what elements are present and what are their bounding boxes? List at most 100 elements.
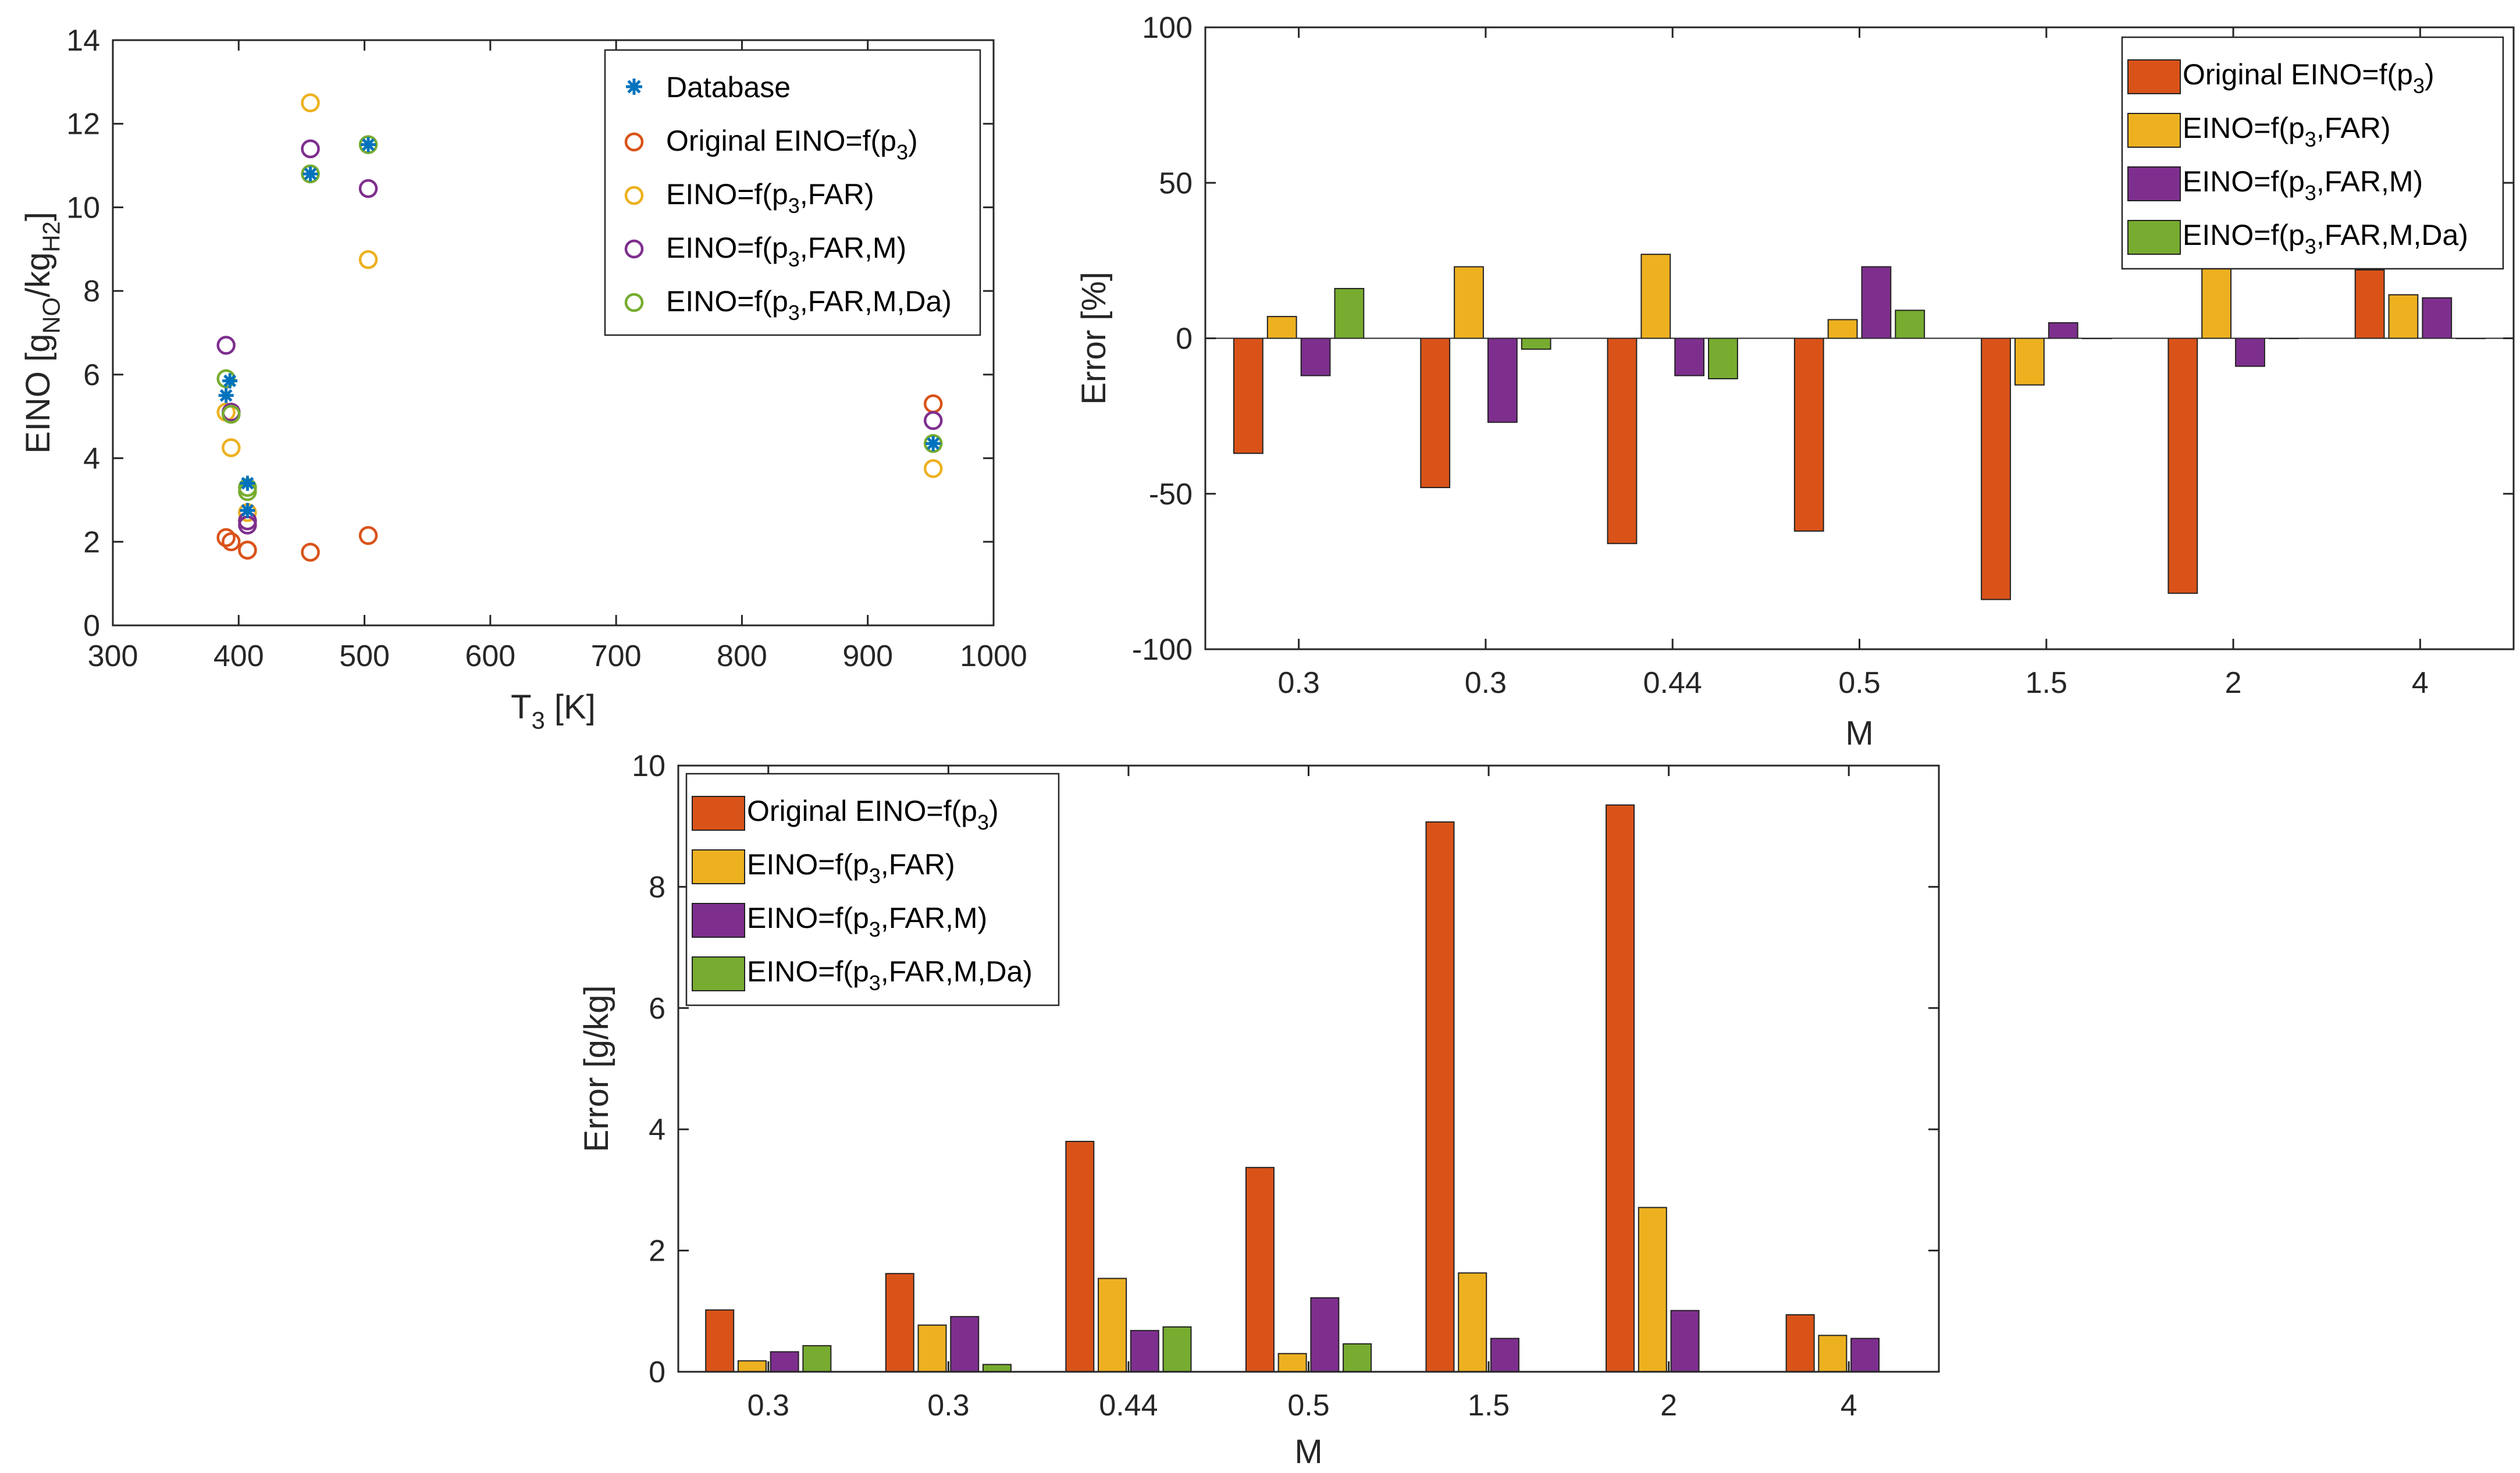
data-point-circle	[216, 528, 236, 547]
bar	[2235, 337, 2265, 367]
y-tick-label: 2	[649, 1234, 665, 1268]
data-point-circle	[301, 164, 320, 184]
x-tick-label: 1000	[960, 639, 1027, 673]
y-tick-label: -100	[1132, 633, 1193, 667]
bar	[1310, 1297, 1340, 1372]
y-tick-label: 8	[83, 275, 100, 308]
legend-item: EINO=f(p3,FAR)	[2127, 112, 2391, 151]
y-tick-label: 0	[1176, 322, 1193, 356]
y-tick-label: 2	[83, 525, 100, 559]
bar	[1607, 337, 1638, 545]
y-axis-label: Error [%]	[1075, 272, 1113, 405]
data-point-asterisk	[302, 166, 318, 182]
data-point-circle	[222, 532, 241, 552]
bar	[950, 1316, 980, 1372]
data-point-asterisk	[626, 79, 642, 95]
data-point-circle	[358, 250, 378, 269]
y-tick-label: 12	[66, 108, 100, 141]
data-point-circle	[222, 438, 241, 457]
x-tick-label: 0.3	[1465, 666, 1507, 700]
bar	[1425, 821, 1455, 1372]
legend-box	[685, 773, 1060, 1006]
bar	[802, 1345, 832, 1373]
legend-label: EINO=f(p3,FAR)	[747, 848, 955, 888]
y-axis-label: Error [g/kg]	[578, 985, 615, 1152]
bar	[1785, 1314, 1815, 1372]
bar	[917, 1324, 947, 1373]
legend-label: EINO=f(p3,FAR)	[666, 178, 874, 218]
x-tick-label: 400	[213, 639, 264, 673]
bar	[1674, 337, 1705, 376]
bar	[1130, 1330, 1159, 1373]
legend-item: EINO=f(p3,FAR)	[624, 178, 874, 218]
bar	[2388, 294, 2419, 339]
bar	[1098, 1278, 1127, 1372]
legend-item: EINO=f(p3,FAR,M)	[624, 232, 906, 271]
legend-swatch	[2127, 220, 2181, 255]
bar	[1606, 804, 1635, 1372]
y-axis-label: EINO [gNO/kgH2]	[19, 212, 65, 454]
bar	[1343, 1343, 1372, 1373]
legend-label: EINO=f(p3,FAR,M,Da)	[747, 955, 1033, 995]
bar	[885, 1273, 914, 1373]
bar	[1487, 337, 1518, 423]
axes-box	[112, 39, 995, 627]
legend-item: Database	[626, 71, 791, 104]
data-point-circle	[923, 434, 943, 453]
x-tick-label: 0.5	[1838, 666, 1880, 700]
legend-item: EINO=f(p3,FAR,M,Da)	[692, 955, 1033, 995]
data-point-circle	[238, 540, 257, 560]
bar	[1640, 254, 1671, 339]
legend-marker	[624, 239, 644, 259]
legend-label: EINO=f(p3,FAR,M)	[747, 902, 987, 941]
bar-chart-error-percent: -100 -50 0 50 100 0.3 0.3 0.44 0.5 1.5 2 4 M Error [%…	[1075, 11, 2515, 752]
bar	[1277, 1353, 1307, 1372]
scatter-chart-eino-vs-t3: 300 400 500 600 700 800 900 1000 0 2 4 6 8 10 12 14 T3 […	[19, 24, 1027, 734]
x-tick-label: 0.3	[1277, 666, 1319, 700]
bar	[1266, 316, 1297, 339]
legend-item: EINO=f(p3,FAR,M,Da)	[2127, 219, 2468, 258]
legend-marker	[624, 293, 644, 312]
bar	[2354, 269, 2385, 339]
legend-item: EINO=f(p3,FAR,M,Da)	[624, 285, 952, 325]
y-tick-label: -50	[1149, 478, 1193, 511]
legend-item: Original EINO=f(p3)	[2127, 58, 2434, 98]
bar	[1420, 337, 1451, 489]
bar	[1233, 337, 1263, 454]
legend-swatch	[692, 903, 745, 938]
x-tick-label: 900	[842, 639, 893, 673]
data-point-circle	[923, 394, 943, 414]
bar	[1162, 1326, 1192, 1373]
y-tick-label: 8	[649, 870, 665, 904]
bar	[770, 1351, 799, 1373]
bar	[1245, 1166, 1275, 1372]
bar	[2048, 322, 2078, 339]
bar	[982, 1364, 1012, 1373]
y-tick-label: 50	[1159, 166, 1193, 200]
x-tick-label: 0.44	[1643, 666, 1702, 700]
legend-swatch	[692, 849, 745, 884]
bar	[1827, 319, 1858, 339]
x-tick-label: 0.3	[927, 1389, 969, 1422]
bar	[1895, 309, 1925, 339]
legend-swatch	[2127, 166, 2181, 201]
bar	[1708, 337, 1738, 379]
legend-swatch	[692, 796, 745, 831]
y-tick-label: 4	[649, 1113, 665, 1147]
bar	[1458, 1272, 1487, 1373]
y-tick-label: 0	[649, 1355, 665, 1389]
x-tick-label: 0.3	[748, 1389, 789, 1422]
bar	[1454, 266, 1484, 339]
bar	[1818, 1335, 1848, 1372]
bar	[1490, 1337, 1519, 1372]
legend-label: EINO=f(p3,FAR,M,Da)	[666, 285, 952, 325]
bar	[1300, 337, 1331, 376]
bar	[737, 1360, 767, 1372]
x-tick-label: 500	[339, 639, 390, 673]
x-axis-label: M	[1294, 1433, 1322, 1471]
legend-box	[2121, 36, 2504, 270]
x-tick-label: 800	[717, 639, 767, 673]
legend-marker	[624, 132, 644, 152]
legend-item: EINO=f(p3,FAR,M)	[692, 902, 987, 941]
